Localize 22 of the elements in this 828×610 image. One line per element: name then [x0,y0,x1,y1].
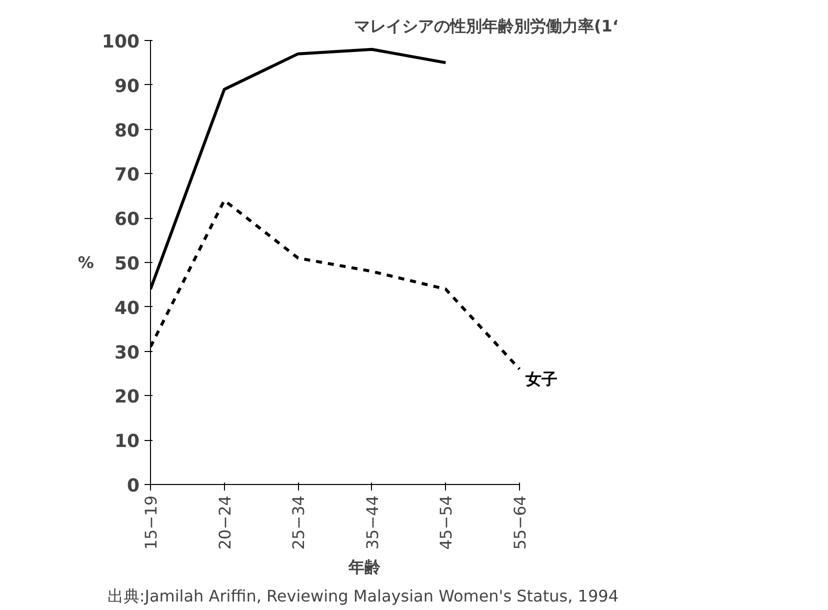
x-tick-label: 25−34 [289,496,308,550]
chart-title: マレイシアの性別年齢別労働力率(1‘ [354,16,619,36]
y-tick-label: 60 [114,209,140,230]
y-tick-label: 90 [114,76,140,97]
y-tick-label: 80 [114,120,140,142]
y-tick-label: 10 [114,431,140,452]
y-axis-title: % [78,253,94,272]
x-tick-label: 15−19 [142,496,160,550]
y-tick-label: 70 [114,164,140,186]
x-tick-label: 35−44 [362,496,382,550]
y-tick-label: 20 [114,386,140,408]
x-tick-label: 55−64 [510,496,530,550]
y-tick-label: 30 [114,342,140,364]
y-tick-label: 0 [126,476,140,496]
source-note: 出典:Jamilah Ariffin, Reviewing Malaysian Women's Status, 1994 [107,586,619,606]
series-label: 女子 [524,370,558,389]
y-tick-label: 50 [114,254,140,274]
x-tick-label: 45−54 [436,496,456,550]
x-axis-title: 年齢 [348,558,382,577]
y-tick-label: 100 [102,32,140,52]
x-tick-label: 20−24 [215,496,234,550]
y-tick-label: 40 [114,298,140,319]
